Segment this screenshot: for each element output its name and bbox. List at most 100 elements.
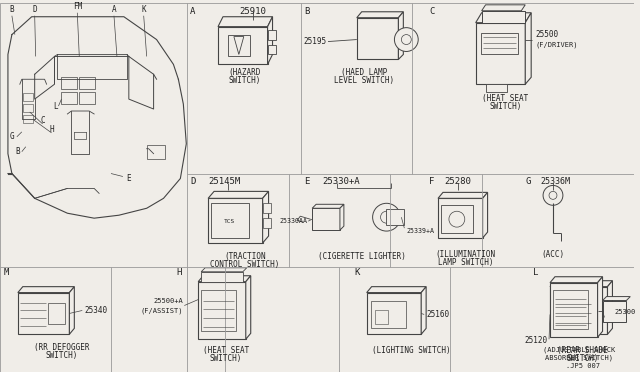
- Bar: [371, 301, 406, 328]
- Bar: [262, 203, 271, 213]
- Bar: [79, 92, 95, 104]
- Bar: [208, 198, 262, 243]
- Text: 25330+A: 25330+A: [322, 176, 360, 186]
- Text: L: L: [53, 102, 58, 110]
- Bar: [23, 115, 33, 123]
- Bar: [268, 30, 275, 39]
- Text: (F/ASSIST): (F/ASSIST): [141, 307, 183, 314]
- Bar: [79, 77, 95, 89]
- Polygon shape: [398, 12, 403, 60]
- Polygon shape: [201, 268, 247, 272]
- Text: B: B: [304, 7, 310, 16]
- Bar: [602, 301, 627, 323]
- Bar: [550, 283, 598, 337]
- Polygon shape: [598, 277, 602, 337]
- Text: (ILLUMINATION: (ILLUMINATION: [436, 250, 496, 259]
- Polygon shape: [482, 5, 525, 11]
- Bar: [482, 11, 525, 23]
- Circle shape: [394, 28, 418, 51]
- Text: 25910: 25910: [239, 7, 266, 16]
- Text: B: B: [15, 147, 20, 156]
- Polygon shape: [550, 277, 602, 283]
- Polygon shape: [246, 276, 251, 339]
- Text: (RR DEFOGGER: (RR DEFOGGER: [34, 343, 89, 352]
- Text: (HEAT SEAT: (HEAT SEAT: [203, 346, 249, 355]
- Text: 25336M: 25336M: [540, 176, 570, 186]
- Text: FM: FM: [73, 2, 82, 11]
- Bar: [147, 145, 164, 158]
- Text: L: L: [533, 268, 538, 277]
- Polygon shape: [438, 192, 488, 198]
- Bar: [374, 311, 388, 324]
- Bar: [61, 92, 77, 104]
- Bar: [23, 104, 33, 112]
- Bar: [262, 218, 271, 228]
- Bar: [387, 209, 404, 225]
- Text: LEVEL SWITCH): LEVEL SWITCH): [333, 76, 394, 85]
- Circle shape: [381, 211, 392, 223]
- Bar: [198, 282, 246, 339]
- Bar: [312, 208, 340, 230]
- Text: (TRACTION: (TRACTION: [224, 252, 266, 262]
- Text: CONTROL SWITCH): CONTROL SWITCH): [210, 260, 280, 269]
- Polygon shape: [340, 204, 344, 230]
- Bar: [441, 205, 473, 233]
- Text: 25195: 25195: [304, 37, 327, 46]
- Text: LAMP SWITCH): LAMP SWITCH): [438, 258, 493, 267]
- Polygon shape: [356, 12, 403, 18]
- Text: B: B: [10, 5, 14, 14]
- Text: 25160: 25160: [426, 310, 449, 319]
- Polygon shape: [550, 281, 612, 287]
- Text: ABSORBER SWITCH): ABSORBER SWITCH): [545, 355, 612, 361]
- Bar: [211, 203, 249, 238]
- Polygon shape: [208, 191, 269, 198]
- Text: C: C: [429, 7, 435, 16]
- Text: 25280: 25280: [444, 176, 471, 186]
- Text: (ACC): (ACC): [541, 250, 564, 259]
- Text: M: M: [4, 268, 10, 277]
- Bar: [201, 290, 236, 331]
- Bar: [356, 18, 398, 60]
- Text: A: A: [190, 7, 196, 16]
- Polygon shape: [18, 287, 74, 293]
- Text: SWITCH): SWITCH): [489, 102, 522, 110]
- Polygon shape: [268, 17, 273, 64]
- Bar: [476, 23, 525, 84]
- Polygon shape: [476, 13, 531, 23]
- Polygon shape: [198, 276, 251, 282]
- Text: (CIGERETTE LIGHTER): (CIGERETTE LIGHTER): [318, 252, 406, 262]
- Text: E: E: [304, 176, 310, 186]
- Bar: [47, 302, 65, 324]
- Text: (LIGHTING SWITCH): (LIGHTING SWITCH): [372, 346, 451, 355]
- Text: (ADJUSTABLE SHOCK: (ADJUSTABLE SHOCK: [543, 347, 615, 353]
- Text: TCS: TCS: [224, 219, 236, 224]
- Bar: [438, 198, 483, 238]
- Circle shape: [372, 203, 401, 231]
- Text: D: D: [190, 176, 196, 186]
- Text: 25339+A: 25339+A: [406, 228, 435, 234]
- Bar: [18, 293, 69, 334]
- Text: .JP5 007: .JP5 007: [566, 363, 600, 369]
- Circle shape: [449, 211, 465, 227]
- Text: H: H: [49, 125, 54, 134]
- Text: G: G: [10, 132, 14, 141]
- Text: G: G: [525, 176, 531, 186]
- Text: F: F: [429, 176, 435, 186]
- Text: K: K: [355, 268, 360, 277]
- Text: (HEAT SEAT: (HEAT SEAT: [483, 94, 529, 103]
- Text: D: D: [33, 5, 37, 14]
- Text: (HAED LAMP: (HAED LAMP: [340, 68, 387, 77]
- Text: 25340: 25340: [84, 306, 108, 315]
- Circle shape: [401, 35, 412, 45]
- Polygon shape: [483, 192, 488, 238]
- Text: (F/DRIVER): (F/DRIVER): [535, 41, 578, 48]
- Text: C: C: [40, 116, 45, 125]
- Text: (REAR SHADE: (REAR SHADE: [557, 346, 608, 355]
- Polygon shape: [262, 191, 269, 243]
- Bar: [553, 294, 593, 328]
- Bar: [481, 33, 518, 54]
- Circle shape: [549, 191, 557, 199]
- Text: SWITCH): SWITCH): [210, 354, 242, 363]
- Polygon shape: [69, 287, 74, 334]
- Text: 25145M: 25145M: [208, 176, 241, 186]
